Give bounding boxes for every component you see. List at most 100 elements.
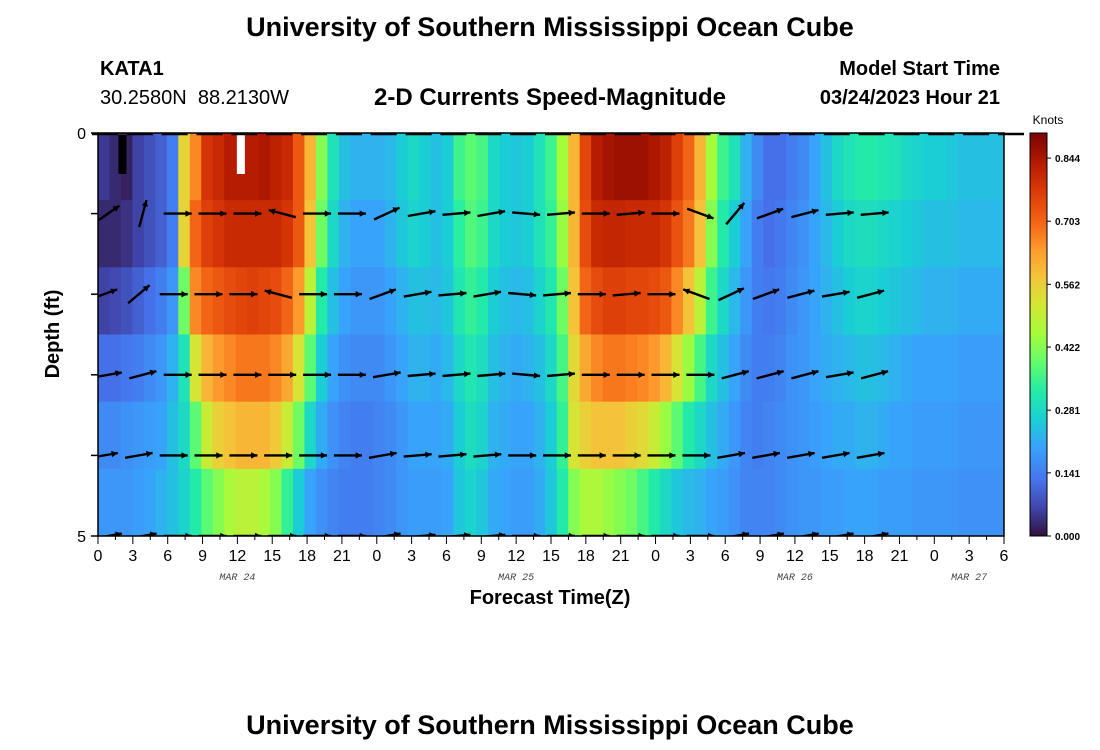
current-vector-head — [708, 532, 715, 536]
depth-axis-label: Depth (ft) — [42, 290, 64, 379]
time-tick-label: 6 — [442, 548, 451, 565]
time-tick-label: 3 — [686, 548, 695, 565]
speed-heatmap — [98, 133, 1004, 536]
heatmap-cell — [866, 133, 879, 201]
date-label: MAR 24 — [219, 573, 255, 584]
heatmap-cell — [614, 334, 627, 403]
heatmap-cell — [258, 200, 271, 268]
heatmap-cell — [969, 334, 982, 403]
current-vector-head — [181, 452, 188, 459]
heatmap-cell — [453, 401, 466, 470]
heatmap-cell — [442, 401, 455, 470]
heatmap-cell — [923, 334, 936, 403]
current-vector-head — [673, 210, 680, 217]
heatmap-cell — [637, 267, 650, 336]
current-vector-head — [881, 369, 889, 376]
heatmap-cell — [568, 334, 581, 403]
heatmap-cell — [499, 401, 512, 470]
time-tick-label: 21 — [891, 548, 909, 565]
station-id: KATA1 — [100, 58, 164, 80]
current-vector-head — [149, 531, 157, 536]
heatmap-cell — [247, 267, 260, 336]
current-vector-head — [638, 209, 645, 217]
current-vector-head — [459, 290, 467, 297]
current-vector-head — [773, 450, 780, 458]
heatmap-cell — [854, 200, 867, 268]
current-vector-head — [429, 371, 436, 378]
current-vector-head — [355, 452, 362, 459]
heatmap-cell — [522, 468, 535, 536]
current-vector-head — [185, 371, 192, 378]
heatmap-cell — [270, 267, 283, 336]
heatmap-cell — [487, 267, 500, 336]
heatmap-cell — [373, 468, 386, 536]
heatmap-cell — [900, 468, 913, 536]
heatmap-cell — [946, 200, 959, 268]
heatmap-cell — [774, 267, 787, 336]
heatmap-cell — [533, 200, 546, 268]
heatmap-cell — [591, 401, 604, 470]
heatmap-cell — [751, 468, 764, 536]
current-vector-head — [634, 290, 641, 297]
heatmap-cell — [522, 267, 535, 336]
heatmap-cell — [499, 200, 512, 268]
heatmap-cell — [132, 401, 145, 470]
current-vector-head — [772, 288, 780, 295]
current-vector-head — [181, 291, 188, 298]
current-vector-head — [741, 369, 749, 376]
heatmap-cell — [705, 267, 718, 336]
heatmap-cell — [717, 468, 730, 536]
current-vector-head — [811, 369, 819, 376]
heatmap-cell — [430, 200, 443, 268]
heatmap-cell — [98, 133, 111, 201]
current-vector-head — [255, 210, 262, 217]
heatmap-cell — [854, 401, 867, 470]
time-tick-label: 15 — [263, 548, 281, 565]
heatmap-cell — [591, 334, 604, 403]
current-vector-head — [568, 532, 575, 536]
heatmap-cell — [809, 200, 822, 268]
missing-data-mark-black — [118, 135, 127, 174]
heatmap-cell — [831, 267, 845, 336]
heatmap-cell — [247, 200, 260, 268]
heatmap-cell — [155, 267, 168, 336]
heatmap-cell — [396, 200, 409, 268]
heatmap-cell — [510, 468, 523, 536]
colorbar-tick-label: 0.141 — [1055, 469, 1080, 480]
heatmap-cell — [889, 468, 902, 536]
heatmap-cell — [166, 468, 179, 536]
heatmap-cell — [212, 401, 225, 470]
heatmap-cell — [212, 468, 225, 536]
heatmap-cell — [591, 267, 604, 336]
heatmap-cell — [109, 468, 122, 536]
heatmap-cell — [109, 200, 122, 268]
heatmap-cell — [315, 401, 328, 470]
heatmap-cell — [464, 267, 478, 336]
heatmap-cell — [602, 401, 615, 470]
heatmap-cell — [820, 133, 833, 201]
current-vector-head — [533, 211, 541, 218]
heatmap-cell — [464, 133, 478, 201]
heatmap-cell — [992, 401, 1004, 470]
current-vector-head — [776, 208, 784, 214]
time-tick-label: 9 — [756, 548, 765, 565]
heatmap-cell — [338, 200, 351, 268]
heatmap-cell — [373, 334, 386, 403]
heatmap-cell — [579, 401, 592, 470]
heatmap-cell — [522, 200, 535, 268]
heatmap-cell — [464, 200, 478, 268]
current-vector-head — [251, 291, 258, 298]
heatmap-cell — [981, 200, 994, 268]
colorbar-units: Knots — [1033, 113, 1064, 127]
heatmap-cell — [568, 267, 581, 336]
heatmap-cell — [189, 267, 202, 336]
current-vector-head — [776, 369, 784, 376]
heatmap-cell — [533, 401, 546, 470]
heatmap-cell — [143, 133, 156, 201]
heatmap-cell — [120, 200, 134, 268]
heatmap-cell — [258, 334, 271, 403]
time-tick-label: 0 — [930, 548, 939, 565]
current-vector-head — [494, 289, 502, 296]
heatmap-cell — [900, 334, 913, 403]
colorbar-tick-label: 0.422 — [1055, 343, 1080, 354]
